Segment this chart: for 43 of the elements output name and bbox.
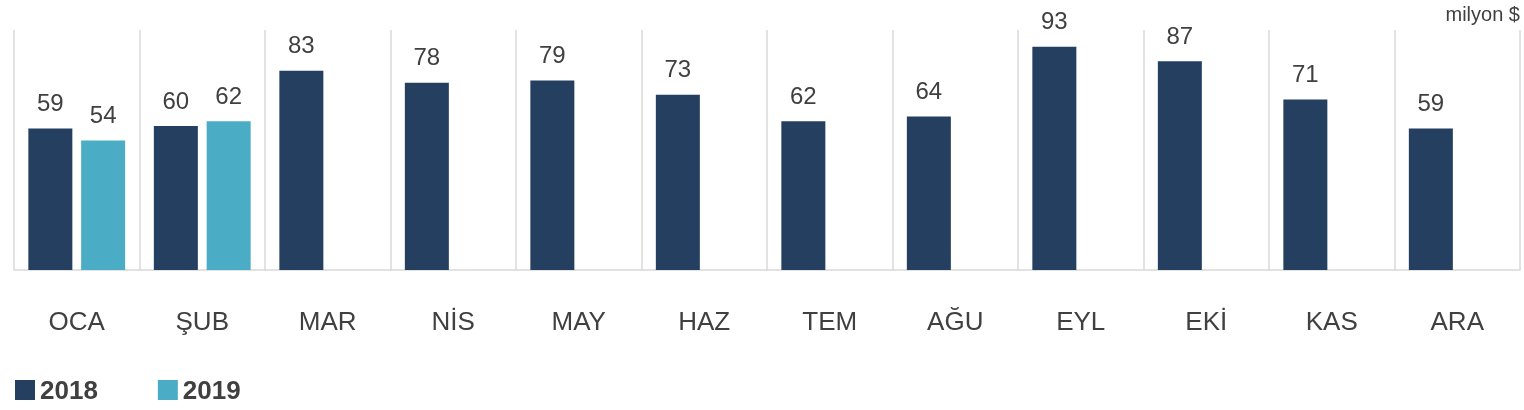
data-label: 93 <box>1041 7 1068 35</box>
bar <box>655 94 700 270</box>
x-tick-label: TEM <box>802 306 858 336</box>
data-label: 60 <box>162 86 190 114</box>
bar <box>153 126 198 270</box>
data-label: 62 <box>790 81 817 109</box>
x-tick-label: EKİ <box>1185 306 1228 336</box>
x-tick-label: AĞU <box>927 306 984 336</box>
x-tick-label: ARA <box>1430 306 1485 336</box>
bar <box>404 82 449 270</box>
bar <box>906 116 951 270</box>
legend-label: 2018 <box>40 375 98 405</box>
data-label: 73 <box>664 55 692 83</box>
data-label: 71 <box>1292 60 1319 88</box>
bar <box>81 140 126 270</box>
x-tick-label: MAR <box>298 306 357 336</box>
bar <box>1283 99 1328 270</box>
bar <box>1032 46 1077 270</box>
data-label: 54 <box>89 100 117 128</box>
data-label: 59 <box>1417 88 1445 116</box>
bar <box>206 121 251 270</box>
x-tick-label: HAZ <box>678 306 731 336</box>
bar <box>279 70 324 270</box>
data-label: 87 <box>1166 21 1194 49</box>
legend-label: 2019 <box>182 375 241 405</box>
x-tick-label: MAY <box>551 306 606 336</box>
data-label: 79 <box>539 40 566 68</box>
bar <box>1408 128 1453 270</box>
bar <box>1157 61 1202 270</box>
x-tick-label: OCA <box>48 306 106 336</box>
y-axis-title: milyon $ <box>1445 3 1520 25</box>
data-label: 78 <box>413 43 441 71</box>
bar <box>28 128 73 270</box>
x-tick-label: NİS <box>431 306 475 336</box>
x-tick-label: ŞUB <box>175 306 229 336</box>
data-label: 83 <box>288 31 315 59</box>
x-tick-label: EYL <box>1056 306 1106 336</box>
data-label: 59 <box>37 88 64 116</box>
data-label: 64 <box>915 76 943 104</box>
x-tick-label: KAS <box>1305 306 1358 336</box>
bar <box>530 80 575 270</box>
bar <box>781 121 826 270</box>
data-label: 62 <box>215 81 242 109</box>
